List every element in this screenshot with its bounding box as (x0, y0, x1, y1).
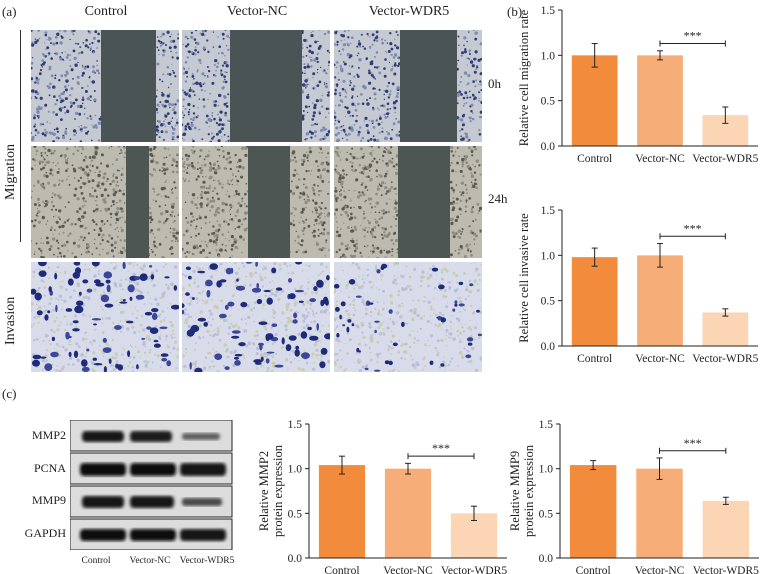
y-tick-label: 1.0 (541, 250, 556, 262)
y-tick-label: 1.0 (288, 464, 303, 476)
migration-bracket-line (20, 30, 21, 242)
y-tick-label: 0.5 (541, 296, 556, 308)
y-axis-label: protein expression (271, 444, 285, 537)
x-tick-label: Vector-WDR5 (441, 565, 507, 574)
y-tick-label: 0.5 (539, 508, 554, 520)
x-tick-label: Vector-WDR5 (692, 353, 758, 365)
y-tick-label: 0.0 (541, 141, 556, 153)
x-tick-label: Vector-NC (635, 353, 685, 365)
y-tick-label: 1.5 (541, 5, 556, 17)
y-tick-label: 1.5 (539, 419, 554, 431)
lane-label-control: Control (81, 556, 111, 566)
chart-mmp2: 0.0 0.5 1.0 1.5 Relative MMP2 protein express… (258, 419, 507, 574)
micrograph-migration-24h-control (31, 146, 179, 258)
bar-control (318, 465, 366, 558)
column-header-vector-nc: Vector-NC (226, 4, 288, 19)
significance-label: *** (684, 436, 702, 450)
micrograph-migration-0h-control (31, 30, 179, 142)
x-tick-label: Control (577, 153, 612, 165)
x-tick-label: Vector-NC (635, 565, 685, 574)
y-tick-label: 0.0 (541, 341, 556, 353)
blot-label-gapdh: GAPDH (24, 526, 66, 540)
panel-b-label: (b) (507, 4, 523, 19)
x-tick-label: Vector-WDR5 (692, 153, 758, 165)
micrograph-invasion-vector-wdr5 (334, 262, 482, 372)
x-tick-label: Vector-NC (383, 565, 433, 574)
y-tick-label: 0.5 (288, 508, 303, 520)
western-blot-image (70, 420, 233, 550)
x-tick-label: Control (324, 565, 359, 574)
blot-strip-mmp9 (70, 485, 233, 518)
y-tick-label: 1.5 (288, 419, 303, 431)
panel-a-label: (a) (2, 4, 17, 19)
x-tick-label: Control (576, 565, 611, 574)
significance-label: *** (684, 29, 702, 43)
micrograph-migration-24h-vector-wdr5 (334, 146, 482, 258)
blot-label-pcna: PCNA (33, 461, 66, 475)
y-tick-label: 1.0 (541, 50, 556, 62)
significance-label: *** (684, 221, 702, 235)
micrograph-invasion-vector-nc (182, 262, 330, 372)
bar-vector-nc (637, 55, 683, 147)
y-axis-label: protein expression (522, 444, 536, 537)
lane-label-vector-wdr5: Vector-WDR5 (179, 556, 235, 566)
y-axis-label: Relative MMP2 (258, 451, 271, 531)
blot-label-mmp9: MMP9 (31, 493, 66, 507)
bar-vector-wdr5 (702, 312, 749, 346)
bar-control (571, 257, 618, 346)
row-label-invasion: Invasion (3, 296, 18, 345)
chart-migration: 0.0 0.5 1.0 1.5 Relative cell migration rate… (517, 5, 759, 165)
blot-protein-labels: MMP2 PCNA MMP9 GAPDH (0, 420, 66, 550)
significance-label: *** (432, 441, 450, 455)
lane-label-vector-nc: Vector-NC (129, 556, 171, 566)
bar-control (569, 465, 617, 558)
micrograph-invasion-control (31, 262, 179, 372)
x-tick-label: Vector-WDR5 (693, 565, 759, 574)
bar-vector-nc (384, 468, 432, 558)
y-tick-label: 0.5 (541, 96, 556, 108)
column-header-vector-wdr5: Vector-WDR5 (368, 4, 450, 19)
micrograph-migration-0h-vector-nc (182, 30, 330, 142)
blot-label-mmp2: MMP2 (31, 428, 66, 442)
time-label-24h: 24h (488, 191, 508, 206)
y-axis-label: Relative cell migration rate (517, 9, 531, 146)
time-label-0h: 0h (488, 76, 501, 91)
blot-strip-pcna (70, 452, 233, 485)
blot-strip-gapdh (70, 518, 233, 550)
x-tick-label: Vector-NC (635, 153, 685, 165)
row-label-migration: Migration (3, 144, 18, 200)
bar-vector-nc (636, 468, 683, 558)
y-tick-label: 0.0 (288, 553, 303, 565)
x-tick-label: Control (577, 353, 612, 365)
micrograph-migration-24h-vector-nc (182, 146, 330, 258)
bar-control (571, 55, 618, 147)
blot-strip-mmp2 (70, 420, 233, 452)
y-axis-label: Relative MMP9 (510, 451, 522, 531)
chart-invasion: 0.0 0.5 1.0 1.5 Relative cell invasive rate C… (517, 205, 759, 365)
column-header-control: Control (84, 4, 128, 19)
panel-c-label: (c) (2, 386, 17, 401)
y-tick-label: 1.0 (539, 464, 554, 476)
bar-vector-nc (637, 255, 683, 346)
chart-mmp9: 0.0 0.5 1.0 1.5 Relative MMP9 protein express… (510, 419, 759, 574)
y-tick-label: 1.5 (541, 205, 556, 217)
bar-vector-wdr5 (702, 500, 750, 558)
micrograph-migration-0h-vector-wdr5 (334, 30, 482, 142)
y-axis-label: Relative cell invasive rate (517, 213, 531, 343)
y-tick-label: 0.0 (539, 553, 554, 565)
